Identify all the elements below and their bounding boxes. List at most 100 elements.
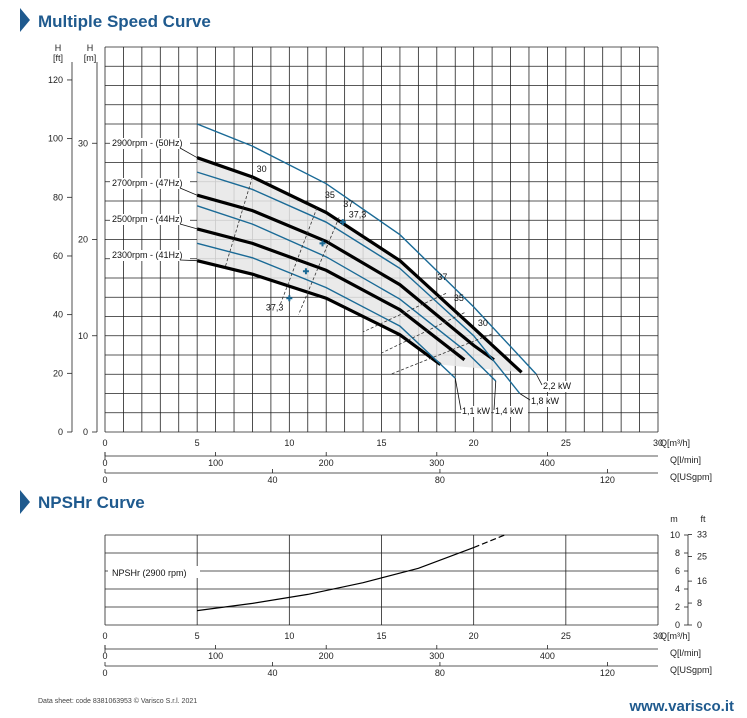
kw-label-bg xyxy=(494,406,528,417)
efficiency-isoline xyxy=(381,312,465,354)
y-tick-label-ft: 16 xyxy=(697,576,707,586)
x-tick-label-lmin: 0 xyxy=(102,651,107,661)
efficiency-isoline xyxy=(298,217,340,315)
kw-leader-line xyxy=(493,380,497,411)
kw-label: 2,2 kW xyxy=(543,381,572,391)
efficiency-isoline xyxy=(362,293,447,333)
rpm-label-bg xyxy=(110,138,190,149)
y-tick-label-m: 20 xyxy=(78,235,88,245)
rpm-leader-line xyxy=(179,187,198,196)
npshr-label: NPSHr (2900 rpm) xyxy=(112,568,187,578)
x-tick-label-lmin: 300 xyxy=(429,651,444,661)
best-efficiency-point-marker xyxy=(319,240,326,247)
operating-region-shading xyxy=(197,157,522,373)
y-axis-m-unit: [m] xyxy=(84,53,97,63)
best-efficiency-point-marker xyxy=(339,219,346,226)
x-axis-unit-usgpm: Q[USgpm] xyxy=(670,665,712,675)
x-axis-unit-m3h: Q[m³/h] xyxy=(660,631,690,641)
rpm-leader-line xyxy=(179,259,198,262)
y-axis-m-label: H xyxy=(87,43,94,53)
y-axis-ft-unit: [ft] xyxy=(53,53,63,63)
y-axis-ft-label: H xyxy=(55,43,62,53)
y-tick-label-m: 0 xyxy=(675,620,680,630)
x-tick-label-lmin: 100 xyxy=(208,651,223,661)
y-tick-label-m: 10 xyxy=(670,530,680,540)
x-tick-label-lmin: 400 xyxy=(540,458,555,468)
x-tick-label-usgpm: 80 xyxy=(435,475,445,485)
y-tick-label-m: 2 xyxy=(675,602,680,612)
y-tick-label-m: 4 xyxy=(675,584,680,594)
x-axis-unit-lmin: Q[l/min] xyxy=(670,455,701,465)
section-chevron-icon xyxy=(20,8,30,32)
efficiency-label: 30 xyxy=(257,164,267,174)
kw-leader-line xyxy=(519,393,531,401)
y-tick-label-m: 30 xyxy=(78,138,88,148)
x-tick-label-lmin: 0 xyxy=(102,458,107,468)
kw-label: 1,1 kW xyxy=(462,406,491,416)
rpm-label: 2500rpm - (44Hz) xyxy=(112,214,183,224)
y-tick-label-ft: 120 xyxy=(48,75,63,85)
efficiency-isoline xyxy=(224,176,253,269)
x-tick-label-m3h: 30 xyxy=(653,438,663,448)
x-tick-label-m3h: 25 xyxy=(561,438,571,448)
x-tick-label-m3h: 10 xyxy=(284,438,294,448)
x-axis-unit-m3h: Q[m³/h] xyxy=(660,438,690,448)
efficiency-label: 37,3 xyxy=(349,209,367,219)
x-tick-label-m3h: 15 xyxy=(376,438,386,448)
y-tick-label-ft: 100 xyxy=(48,134,63,144)
power-curve-11kW xyxy=(196,242,456,379)
website-link[interactable]: www.varisco.it xyxy=(629,698,734,715)
kw-leader-line xyxy=(454,378,462,411)
kw-label: 1,4 kW xyxy=(495,406,524,416)
x-tick-label-usgpm: 120 xyxy=(600,475,615,485)
footer-datasheet-code: Data sheet: code 8381063953 © Varisco S.… xyxy=(38,697,197,705)
y-tick-label-ft: 60 xyxy=(53,251,63,261)
rpm-label: 2300rpm - (41Hz) xyxy=(112,250,183,260)
kw-label-bg xyxy=(542,381,574,392)
x-tick-label-lmin: 100 xyxy=(208,458,223,468)
y-tick-label-m: 6 xyxy=(675,566,680,576)
rpm-label: 2700rpm - (47Hz) xyxy=(112,178,183,188)
x-tick-label-m3h: 0 xyxy=(102,438,107,448)
kw-label: 1,8 kW xyxy=(531,396,560,406)
y-tick-label-ft: 0 xyxy=(697,620,702,630)
npshr-label-bg xyxy=(108,566,200,578)
y-axis-ft-unit: ft xyxy=(700,514,706,524)
section-title-npshr: NPSHr Curve xyxy=(38,493,145,512)
efficiency-isoline xyxy=(279,207,318,306)
x-tick-label-m3h: 20 xyxy=(469,631,479,641)
y-tick-label-ft: 25 xyxy=(697,551,707,561)
y-tick-label-ft: 40 xyxy=(53,310,63,320)
efficiency-isoline xyxy=(390,333,493,375)
best-efficiency-point-marker xyxy=(302,268,309,275)
best-efficiency-point-marker xyxy=(286,295,293,302)
rpm-leader-line xyxy=(179,147,198,159)
y-tick-label-ft: 20 xyxy=(53,368,63,378)
x-tick-label-usgpm: 80 xyxy=(435,668,445,678)
rpm-label: 2900rpm - (50Hz) xyxy=(112,138,183,148)
x-tick-label-m3h: 30 xyxy=(653,631,663,641)
section-chevron-icon xyxy=(20,490,30,514)
efficiency-label: 37,3 xyxy=(266,303,284,313)
npshr-curve-extension xyxy=(473,533,508,549)
efficiency-label: 37 xyxy=(437,272,447,282)
kw-label-bg xyxy=(530,396,562,407)
rpm-label-bg xyxy=(110,214,190,225)
rpm-label-bg xyxy=(110,250,190,261)
x-axis-unit-usgpm: Q[USgpm] xyxy=(670,472,712,482)
power-curve-18kW xyxy=(196,171,521,394)
y-tick-label-m: 10 xyxy=(78,331,88,341)
speed-curve-2300 xyxy=(196,259,442,366)
x-tick-label-m3h: 25 xyxy=(561,631,571,641)
y-axis-m-unit: m xyxy=(670,514,678,524)
x-tick-label-usgpm: 120 xyxy=(600,668,615,678)
x-tick-label-usgpm: 40 xyxy=(267,668,277,678)
rpm-label-bg xyxy=(110,178,190,189)
power-curve-14kW xyxy=(196,205,497,382)
x-tick-label-m3h: 0 xyxy=(102,631,107,641)
kw-label-bg xyxy=(461,406,491,417)
x-tick-label-lmin: 200 xyxy=(319,458,334,468)
